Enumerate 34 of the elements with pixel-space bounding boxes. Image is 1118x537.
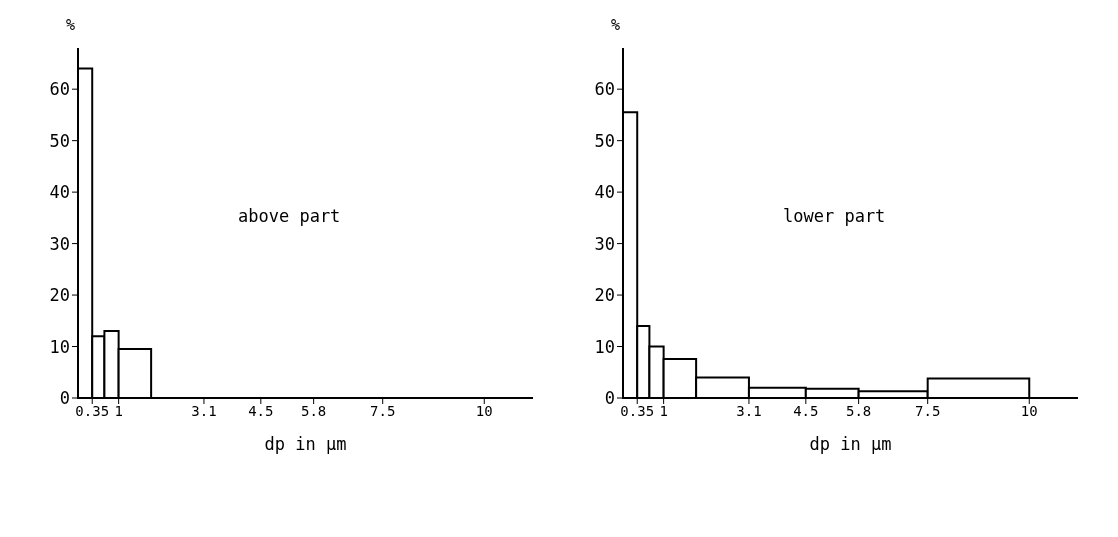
y-axis-title: % xyxy=(611,16,621,34)
annotation: lower part xyxy=(782,205,887,228)
y-tick-label: 0 xyxy=(604,388,615,409)
x-axis-title: dp in μm xyxy=(809,434,892,454)
y-tick-label: 20 xyxy=(594,285,615,306)
x-axis-title: dp in μm xyxy=(264,434,347,454)
y-axis-title: % xyxy=(66,16,76,34)
x-tick-label: 5.8 xyxy=(845,402,872,419)
x-tick-label: 7.5 xyxy=(915,402,941,419)
x-tick-label: 3.1 xyxy=(736,402,762,419)
y-tick-label: 60 xyxy=(594,79,615,100)
y-tick-label: 50 xyxy=(594,130,615,151)
y-tick-label: 60 xyxy=(49,79,70,100)
y-tick-label: 30 xyxy=(49,233,70,254)
x-tick-label: 10 xyxy=(475,402,493,419)
y-tick-label: 50 xyxy=(49,130,70,151)
x-tick-label: 1 xyxy=(114,402,123,419)
x-tick-label: 0.35 xyxy=(75,402,110,419)
annotation: above part xyxy=(237,205,342,228)
y-tick-label: 10 xyxy=(594,336,615,357)
x-tick-label: 3.1 xyxy=(191,402,217,419)
x-tick-label: 0.35 xyxy=(620,402,655,419)
x-tick-label: 7.5 xyxy=(370,402,396,419)
y-tick-label: 10 xyxy=(49,336,70,357)
y-tick-label: 20 xyxy=(49,285,70,306)
y-tick-label: 30 xyxy=(594,233,615,254)
y-tick-label: 40 xyxy=(49,182,70,203)
x-tick-label: 4.5 xyxy=(248,402,274,419)
y-tick-label: 40 xyxy=(594,182,615,203)
x-tick-label: 1 xyxy=(659,402,668,419)
x-tick-label: 4.5 xyxy=(793,402,819,419)
x-tick-label: 10 xyxy=(1020,402,1038,419)
x-tick-label: 5.8 xyxy=(300,402,327,419)
y-tick-label: 0 xyxy=(59,388,70,409)
